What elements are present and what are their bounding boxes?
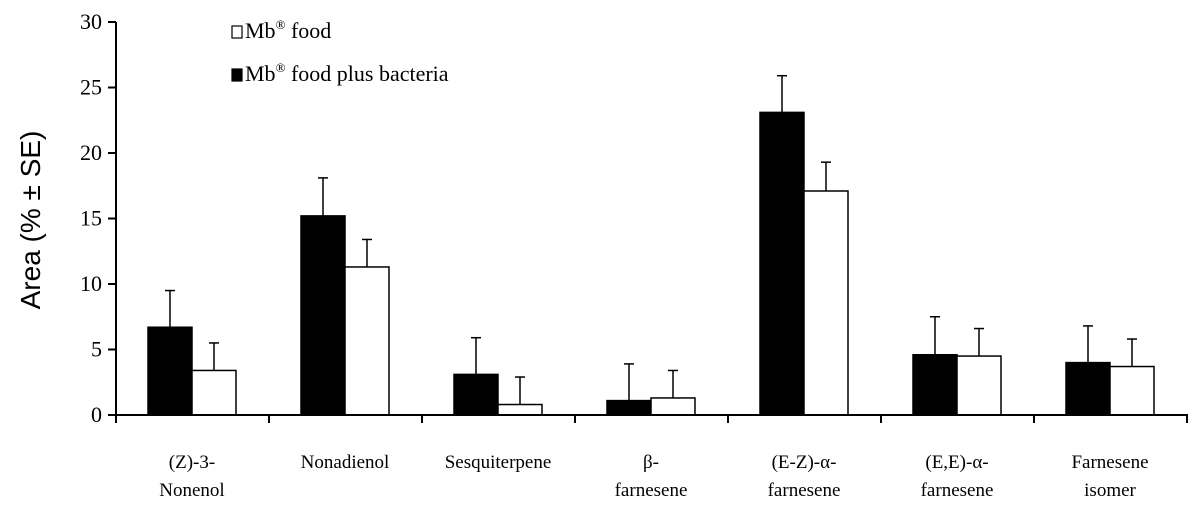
bar-food: [650, 397, 696, 416]
x-category-labels: (Z)-3- Nonenol Nonadienol Sesquiterpene β-fa…: [115, 415, 1188, 501]
bar-food: [956, 355, 1002, 416]
error-bars-layer: [165, 74, 1137, 405]
bar-food-plus-bacteria: [912, 353, 958, 416]
y-tick-label: 15: [80, 206, 102, 231]
legend-label: Mb® food plus bacteria: [245, 60, 449, 86]
y-axis-title: Area (% ± SE): [15, 131, 46, 310]
axes-layer: [115, 22, 1188, 416]
x-category-label: (E-Z)-α-: [772, 452, 837, 473]
x-category-label: Sesquiterpene: [445, 452, 552, 473]
bar-food-plus-bacteria: [759, 111, 805, 416]
legend-label: Mb® food: [245, 17, 331, 43]
bar-food-plus-bacteria: [453, 373, 499, 416]
x-category-label: farnesene: [921, 480, 994, 501]
x-category-label: isomer: [1084, 480, 1136, 501]
legend-swatch: [231, 68, 243, 82]
x-category-label: Nonenol: [159, 480, 224, 501]
x-category-label: farnesene: [768, 480, 841, 501]
bar-food-plus-bacteria: [1065, 361, 1111, 416]
bar-food-plus-bacteria: [147, 326, 193, 416]
bar-food: [191, 369, 237, 416]
legend: Mb® food Mb® food plus bacteria: [231, 17, 449, 86]
bar-food-plus-bacteria: [606, 399, 652, 416]
y-tick-label: 20: [80, 140, 102, 165]
x-category-label: farnesene: [615, 480, 688, 501]
bar-food: [497, 403, 543, 416]
y-tick-label: 30: [80, 9, 102, 34]
x-category-label: (E,E)-α-: [925, 452, 988, 473]
legend-swatch: [231, 25, 243, 39]
x-category-label: Nonadienol: [301, 452, 390, 473]
bar-food: [803, 190, 849, 416]
y-tick-label: 5: [91, 337, 102, 362]
y-tick-label: 25: [80, 75, 102, 100]
bar-food: [344, 266, 390, 416]
x-category-label: (Z)-3-: [169, 452, 215, 473]
y-tick-label: 0: [91, 402, 102, 427]
y-ticks: 0 5 10 15 20 25 30: [80, 9, 116, 427]
bar-food: [1109, 365, 1155, 416]
y-tick-label: 10: [80, 271, 102, 296]
bars-layer: [147, 111, 1155, 416]
bar-food-plus-bacteria: [300, 215, 346, 416]
x-category-label: β-: [643, 452, 659, 473]
x-category-label: Farnesene: [1071, 452, 1148, 473]
